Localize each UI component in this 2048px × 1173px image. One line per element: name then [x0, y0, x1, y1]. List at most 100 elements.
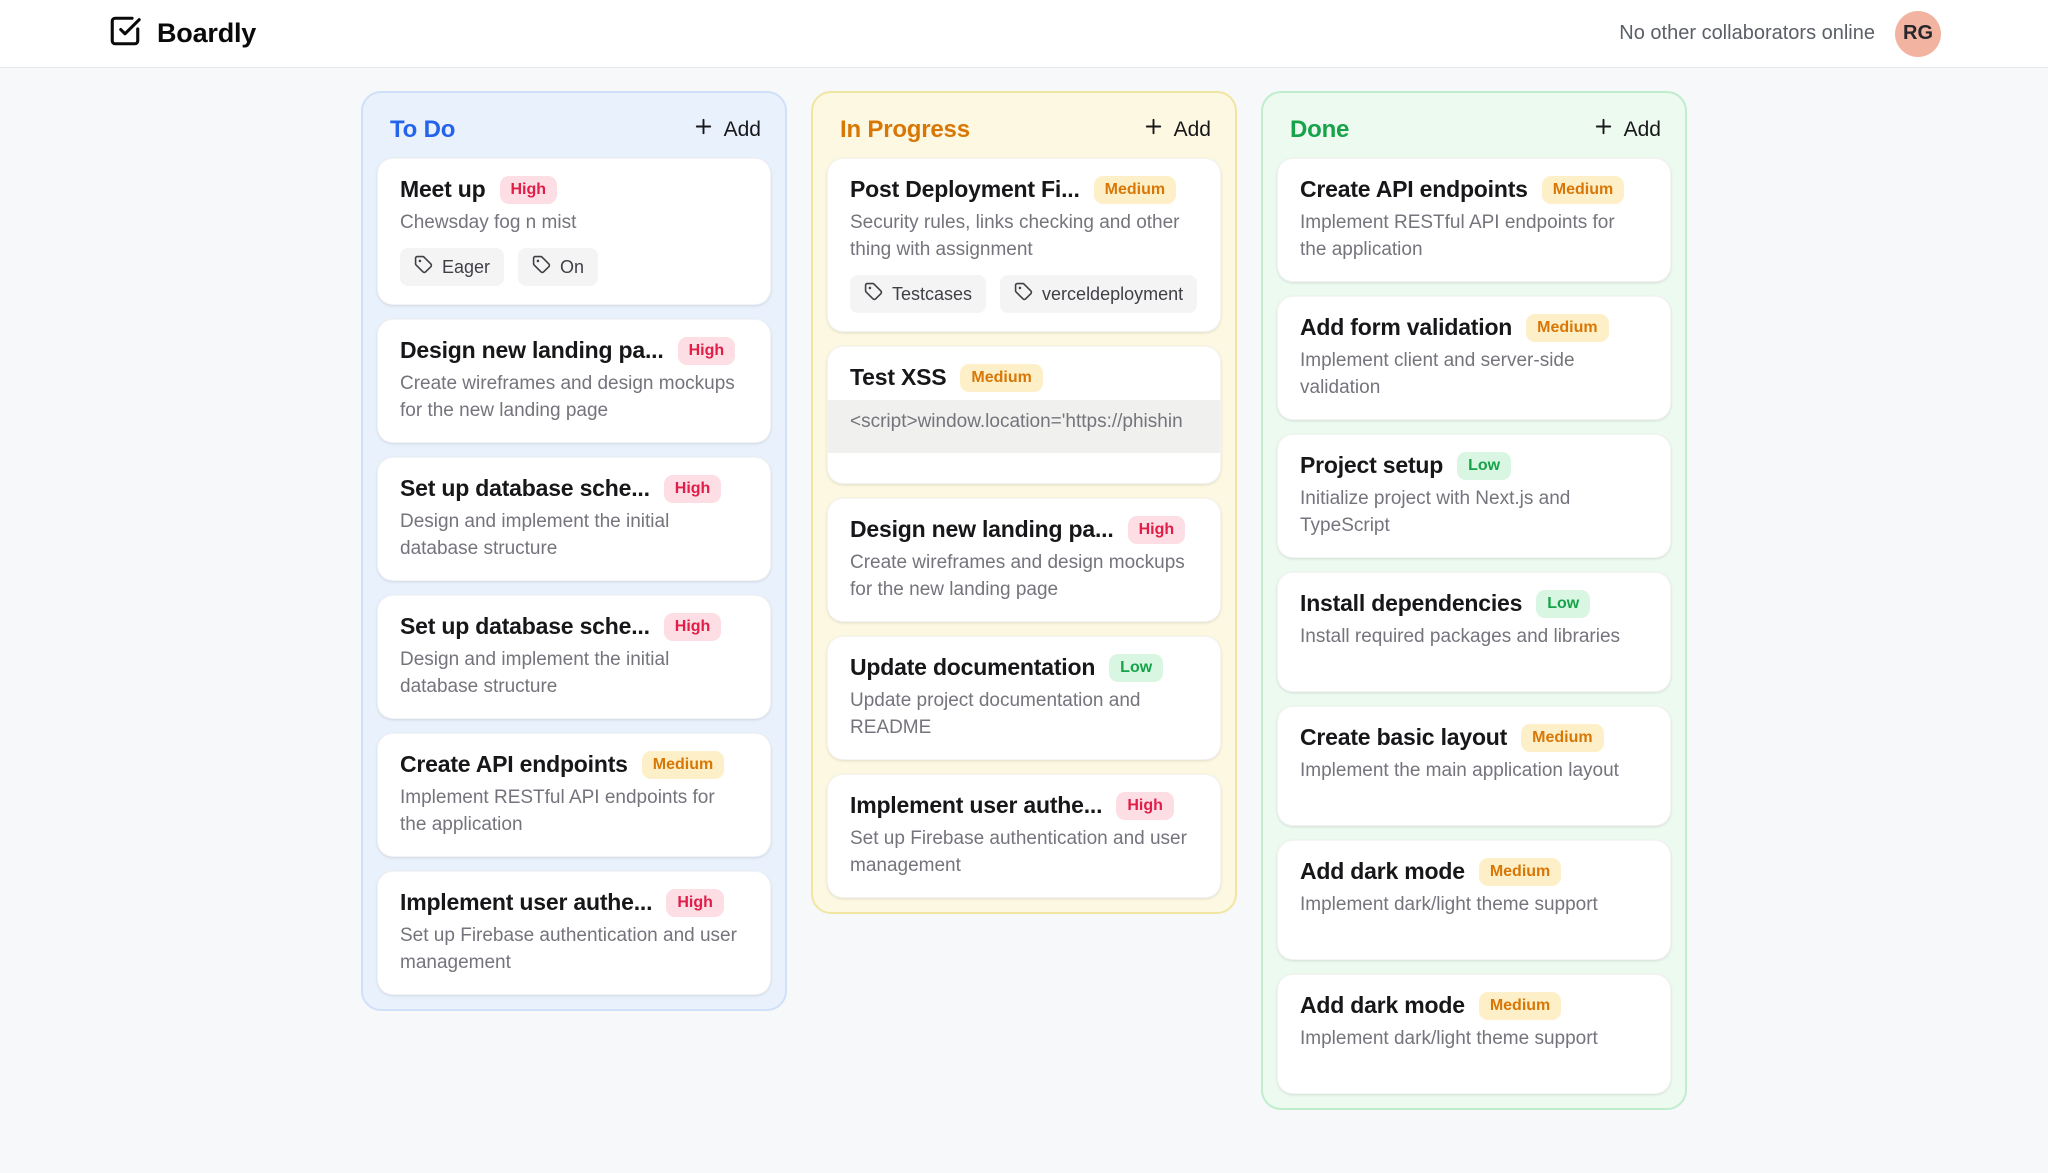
card-title: Set up database sche...	[400, 475, 650, 501]
task-card[interactable]: Add dark mode Medium Implement dark/ligh…	[1277, 974, 1671, 1094]
card-description: Initialize project with Next.js and Type…	[1300, 488, 1571, 536]
task-card[interactable]: Project setup Low Initialize project wit…	[1277, 434, 1671, 558]
tag-icon	[414, 255, 433, 279]
task-card[interactable]: Test XSS Medium <script>window.location=…	[827, 346, 1221, 484]
card-title: Create basic layout	[1300, 724, 1508, 750]
card-list: Meet up High Chewsday fog n mist Eager O…	[377, 158, 771, 995]
card-header: Meet up High	[400, 175, 748, 204]
plus-icon	[1142, 115, 1165, 144]
card-description: Update project documentation and README	[850, 690, 1141, 738]
priority-badge: Medium	[641, 750, 725, 779]
card-description: Create wireframes and design mockups for…	[400, 373, 735, 421]
add-card-label: Add	[1173, 117, 1211, 141]
priority-badge: High	[663, 474, 722, 503]
header-right: No other collaborators online RG	[1619, 10, 1941, 57]
card-list: Post Deployment Fi... Medium Security ru…	[827, 158, 1221, 898]
card-description: Design and implement the initial databas…	[400, 511, 670, 559]
card-description: Implement RESTful API endpoints for the …	[400, 787, 715, 835]
check-square-icon	[108, 14, 142, 53]
task-card[interactable]: Set up database sche... High Design and …	[377, 595, 771, 719]
column-header: Done Add	[1277, 107, 1671, 158]
brand: Boardly	[108, 14, 256, 53]
task-card[interactable]: Install dependencies Low Install require…	[1277, 572, 1671, 692]
card-description: Security rules, links checking and other…	[850, 212, 1180, 260]
card-description: Implement dark/light theme support	[1300, 894, 1598, 915]
column-title: In Progress	[840, 115, 970, 143]
priority-badge: Medium	[1093, 175, 1177, 204]
card-title: Test XSS	[850, 364, 947, 390]
card-title: Design new landing pa...	[850, 516, 1114, 542]
priority-badge: Medium	[1526, 313, 1609, 342]
card-title: Set up database sche...	[400, 613, 650, 639]
tag-chip: verceldeployment	[1000, 275, 1198, 313]
plus-icon	[692, 115, 715, 144]
card-title: Post Deployment Fi...	[850, 176, 1080, 202]
card-description: Implement RESTful API endpoints for the …	[1300, 212, 1615, 260]
task-card[interactable]: Add form validation Medium Implement cli…	[1277, 296, 1671, 420]
task-card[interactable]: Update documentation Low Update project …	[827, 636, 1221, 760]
tag-chip: Eager	[400, 248, 505, 286]
card-description: Install required packages and libraries	[1300, 626, 1621, 647]
column-todo: To Do Add Meet up High Chewsday fog n mi…	[361, 91, 787, 1011]
tag-label: On	[560, 256, 585, 277]
card-header: Implement user authe... High	[400, 888, 748, 917]
priority-badge: Low	[1109, 653, 1164, 682]
collaborators-status: No other collaborators online	[1619, 22, 1875, 44]
card-header: Create API endpoints Medium	[1300, 175, 1648, 204]
card-title: Install dependencies	[1300, 590, 1523, 616]
task-card[interactable]: Create basic layout Medium Implement the…	[1277, 706, 1671, 826]
card-title: Create API endpoints	[1300, 176, 1528, 202]
tag-row: Eager On	[400, 248, 748, 286]
priority-badge: Medium	[1478, 857, 1562, 886]
tag-icon	[864, 282, 883, 306]
task-card[interactable]: Implement user authe... High Set up Fire…	[377, 871, 771, 995]
priority-badge: High	[1116, 791, 1174, 820]
card-header: Add dark mode Medium	[1300, 857, 1648, 886]
card-header: Update documentation Low	[850, 653, 1198, 682]
task-card[interactable]: Set up database sche... High Design and …	[377, 457, 771, 581]
card-description: Chewsday fog n mist	[400, 212, 577, 233]
app-header: Boardly No other collaborators online RG	[0, 0, 2048, 68]
card-header: Post Deployment Fi... Medium	[850, 175, 1198, 204]
add-card-label: Add	[723, 117, 761, 141]
add-card-button[interactable]: Add	[692, 115, 761, 144]
avatar[interactable]: RG	[1895, 10, 1941, 57]
priority-badge: Low	[1536, 589, 1591, 618]
task-card[interactable]: Create API endpoints Medium Implement RE…	[377, 733, 771, 857]
card-title: Add dark mode	[1300, 992, 1465, 1018]
task-card[interactable]: Meet up High Chewsday fog n mist Eager O…	[377, 158, 771, 305]
tag-chip: On	[518, 248, 599, 286]
card-header: Design new landing pa... High	[400, 336, 748, 365]
priority-badge: Medium	[1521, 723, 1604, 752]
card-description: Implement the main application layout	[1300, 760, 1619, 781]
card-header: Project setup Low	[1300, 451, 1648, 480]
task-card[interactable]: Design new landing pa... High Create wir…	[827, 498, 1221, 622]
task-card[interactable]: Add dark mode Medium Implement dark/ligh…	[1277, 840, 1671, 960]
card-title: Design new landing pa...	[400, 337, 664, 363]
task-card[interactable]: Design new landing pa... High Create wir…	[377, 319, 771, 443]
card-title: Project setup	[1300, 452, 1444, 478]
column-header: To Do Add	[377, 107, 771, 158]
card-header: Create basic layout Medium	[1300, 723, 1648, 752]
task-card[interactable]: Implement user authe... High Set up Fire…	[827, 774, 1221, 898]
column-title: Done	[1290, 115, 1350, 143]
column-done: Done Add Create API endpoints Medium Imp…	[1261, 91, 1687, 1110]
card-header: Design new landing pa... High	[850, 515, 1198, 544]
add-card-label: Add	[1623, 117, 1661, 141]
column-inprogress: In Progress Add Post Deployment Fi... Me…	[811, 91, 1237, 914]
priority-badge: High	[1127, 515, 1186, 544]
add-card-button[interactable]: Add	[1142, 115, 1211, 144]
task-card[interactable]: Create API endpoints Medium Implement RE…	[1277, 158, 1671, 282]
card-description: Implement dark/light theme support	[1300, 1028, 1598, 1049]
priority-badge: Medium	[960, 363, 1043, 392]
card-description: Set up Firebase authentication and user …	[400, 925, 737, 973]
card-header: Add dark mode Medium	[1300, 991, 1648, 1020]
priority-badge: Low	[1457, 451, 1512, 480]
card-title: Meet up	[400, 176, 486, 202]
task-card[interactable]: Post Deployment Fi... Medium Security ru…	[827, 158, 1221, 332]
card-title: Add dark mode	[1300, 858, 1465, 884]
column-title: To Do	[390, 115, 456, 143]
tag-chip: Testcases	[850, 275, 987, 313]
add-card-button[interactable]: Add	[1592, 115, 1661, 144]
priority-badge: High	[499, 175, 558, 204]
